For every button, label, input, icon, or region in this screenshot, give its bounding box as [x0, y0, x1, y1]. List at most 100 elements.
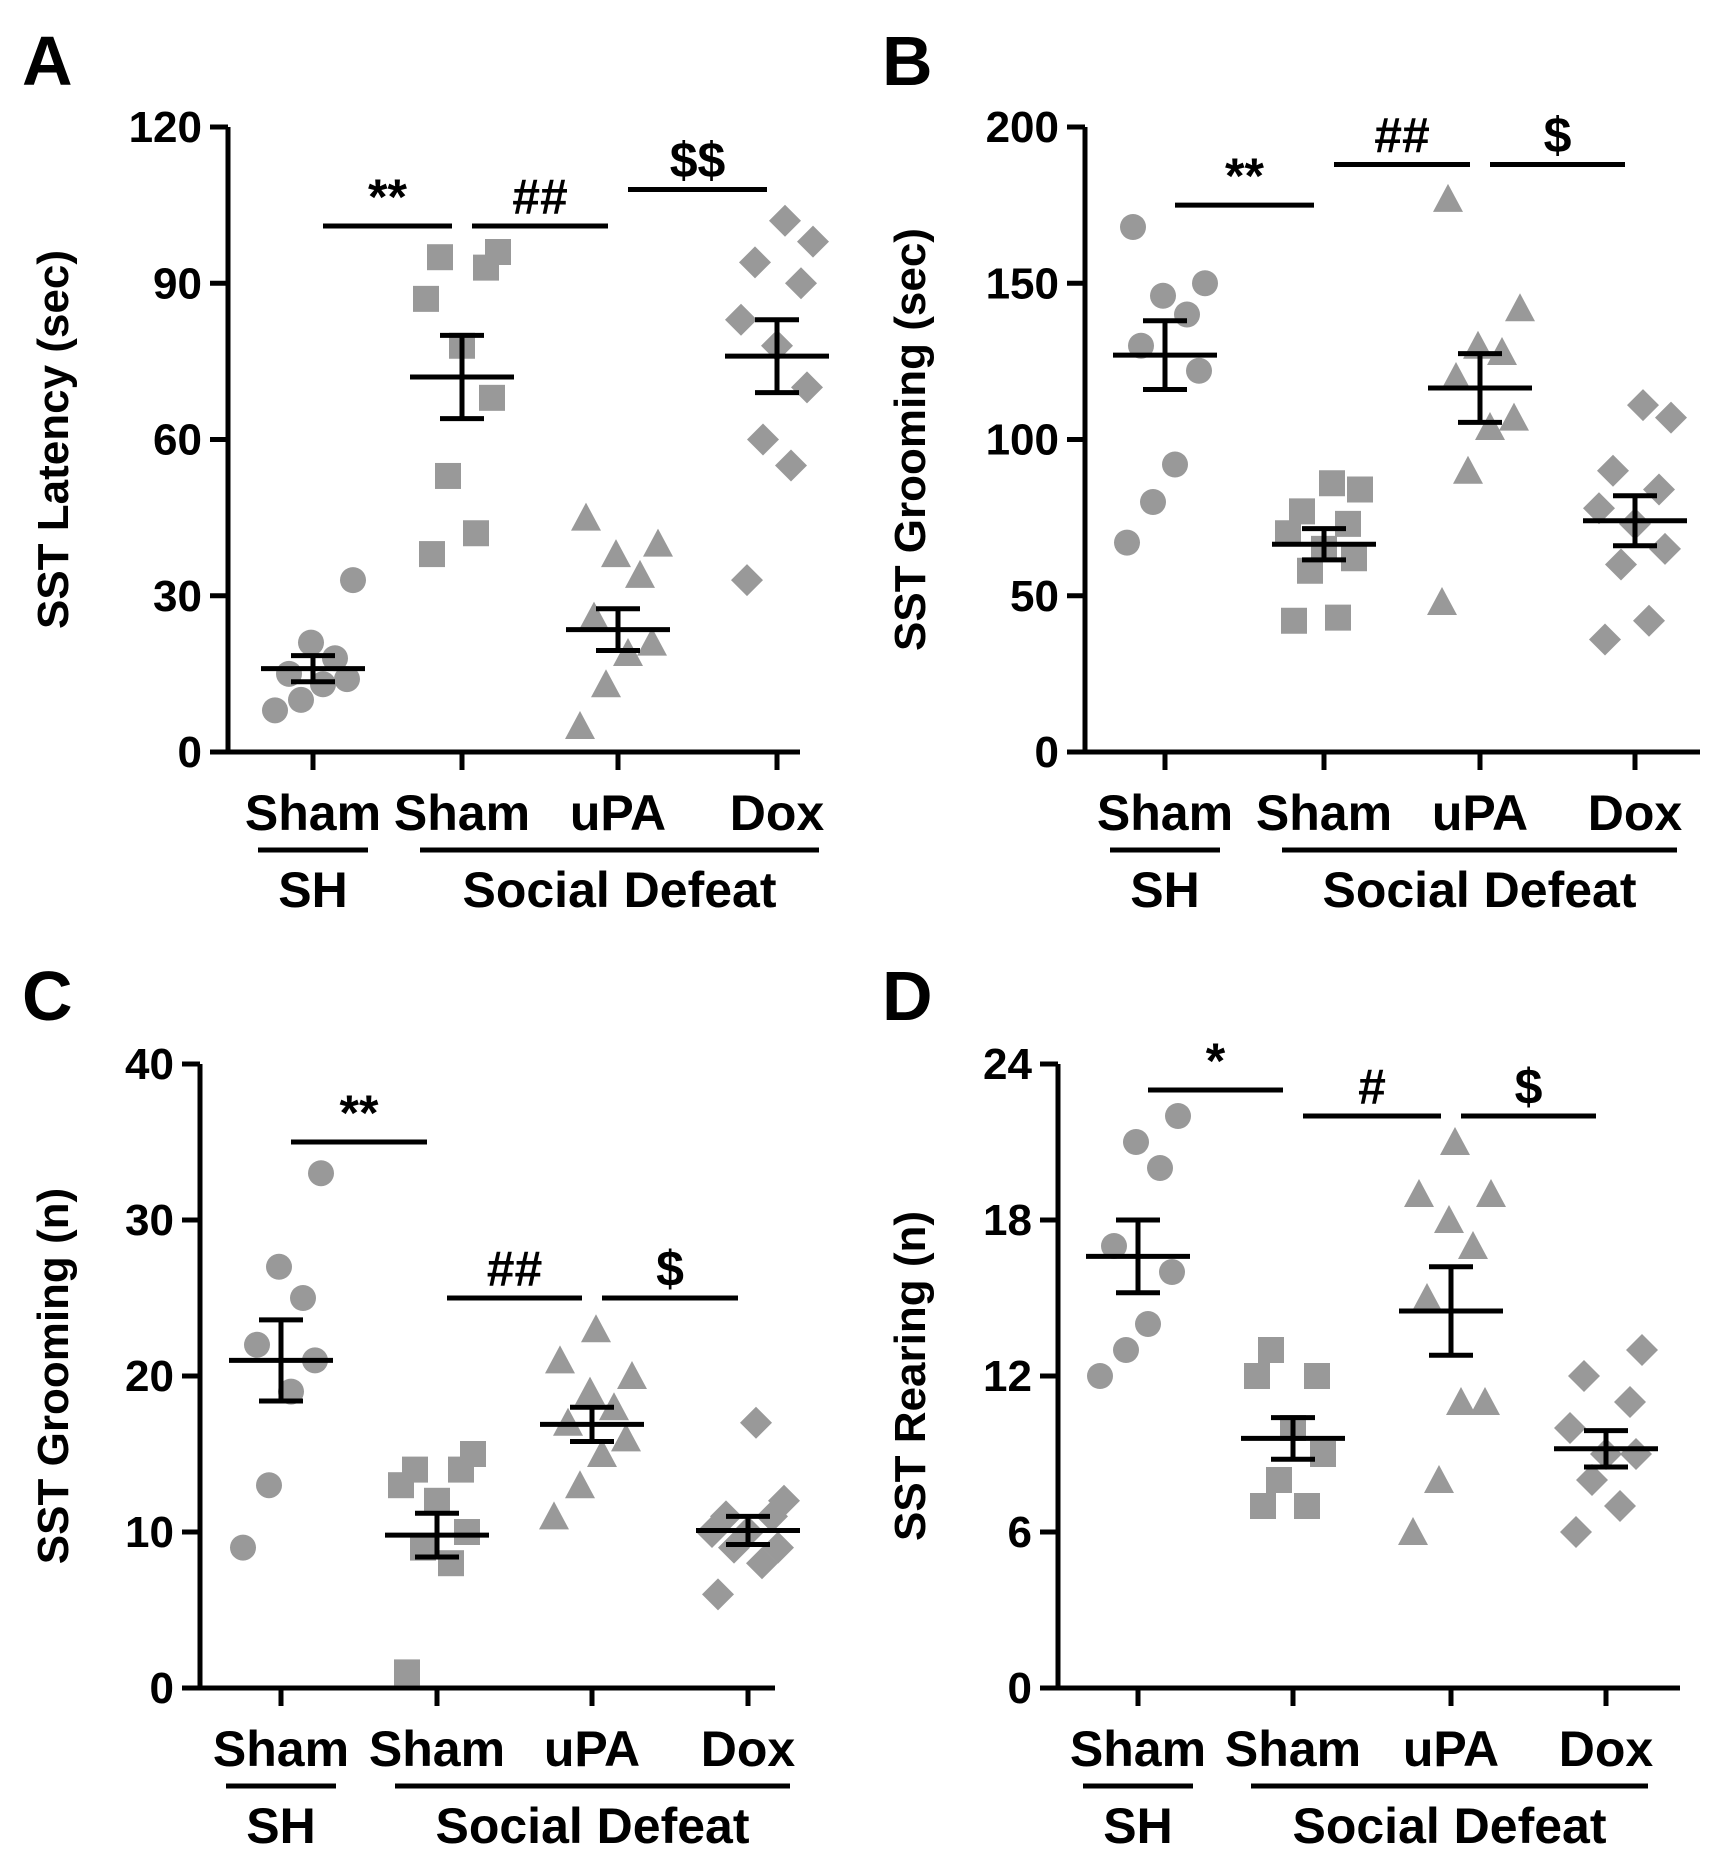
data-point: [1453, 455, 1483, 484]
series-triangle: [565, 502, 673, 739]
category-label: uPA: [544, 1721, 640, 1777]
data-point: [1560, 1516, 1592, 1548]
data-point: [438, 1550, 464, 1577]
data-point: [1441, 362, 1471, 390]
data-point: [1123, 1129, 1149, 1155]
series-circle: [229, 1160, 334, 1561]
data-point: [1589, 623, 1621, 656]
group-label-social-defeat: Social Defeat: [462, 862, 776, 918]
category-label: Sham: [245, 785, 381, 841]
y-tick-label: 18: [983, 1196, 1032, 1245]
group-label-social-defeat: Social Defeat: [1292, 1798, 1606, 1854]
data-point: [1626, 1334, 1658, 1366]
category-label: Sham: [1256, 785, 1392, 841]
series-square: [1241, 1337, 1345, 1519]
data-point: [419, 541, 445, 568]
data-point: [1289, 498, 1315, 525]
data-point: [454, 1519, 480, 1545]
data-point: [1487, 337, 1517, 365]
data-point: [545, 1345, 575, 1374]
data-point: [1655, 401, 1687, 434]
data-point: [1147, 1155, 1173, 1181]
category-label: Dox: [730, 785, 825, 841]
category-label: Sham: [213, 1721, 349, 1777]
panel-letter: C: [22, 957, 73, 1035]
data-point: [288, 686, 314, 713]
data-point: [1087, 1363, 1113, 1389]
data-point: [1627, 389, 1659, 422]
data-point: [579, 601, 609, 630]
data-point: [768, 1484, 800, 1517]
y-tick-label: 20: [125, 1352, 174, 1401]
data-point: [256, 1472, 282, 1499]
category-label: Sham: [394, 785, 530, 841]
data-point: [1554, 1412, 1586, 1444]
data-point: [1440, 1127, 1470, 1155]
data-point: [394, 1659, 420, 1686]
data-point: [1140, 489, 1166, 515]
data-point: [322, 645, 348, 672]
data-point: [1250, 1493, 1276, 1519]
data-point: [244, 1331, 270, 1358]
data-point: [1310, 1441, 1336, 1467]
group-label-sh: SH: [1103, 1798, 1172, 1854]
category-label: Sham: [369, 1721, 505, 1777]
data-point: [402, 1456, 428, 1483]
series-square: [1272, 470, 1376, 634]
data-point: [230, 1534, 256, 1561]
data-point: [785, 267, 817, 300]
data-point: [1470, 1387, 1500, 1415]
y-axis-label: SST Latency (sec): [29, 250, 78, 629]
series-diamond: [725, 204, 829, 597]
group-label-social-defeat: Social Defeat: [1322, 862, 1636, 918]
data-point: [1576, 1464, 1608, 1496]
data-point: [308, 1160, 334, 1187]
series-diamond: [696, 1406, 800, 1611]
significance-label: $$: [670, 133, 726, 189]
data-point: [1568, 1360, 1600, 1392]
significance-label: $: [656, 1241, 684, 1297]
data-point: [1128, 332, 1154, 359]
data-point: [643, 528, 673, 557]
data-point: [340, 567, 366, 594]
significance-label: $: [1515, 1059, 1543, 1115]
data-point: [739, 246, 771, 279]
series-triangle: [539, 1314, 647, 1530]
data-point: [278, 1378, 304, 1405]
category-label: Dox: [1588, 785, 1683, 841]
series-diamond: [1583, 389, 1687, 656]
data-point: [1120, 214, 1146, 240]
data-point: [435, 462, 461, 489]
data-point: [1192, 270, 1218, 297]
category-label: uPA: [1432, 785, 1528, 841]
y-tick-label: 50: [1010, 572, 1059, 621]
data-point: [1174, 301, 1200, 328]
category-label: Sham: [1070, 1721, 1206, 1777]
series-circle: [261, 567, 366, 724]
y-tick-label: 0: [1035, 728, 1059, 777]
data-point: [1114, 529, 1140, 556]
data-point: [797, 225, 829, 258]
data-point: [587, 1439, 617, 1467]
data-point: [1325, 604, 1351, 631]
y-axis-label: SST Grooming (n): [29, 1188, 78, 1564]
group-label-sh: SH: [1130, 862, 1199, 918]
data-point: [1101, 1233, 1127, 1259]
panel-letter: A: [22, 22, 73, 100]
y-tick-label: 10: [125, 1508, 174, 1557]
data-point: [1412, 1283, 1442, 1311]
data-point: [1458, 1231, 1488, 1259]
data-point: [1319, 470, 1345, 497]
group-label-social-defeat: Social Defeat: [435, 1798, 749, 1854]
data-point: [1113, 1337, 1139, 1363]
series-circle: [1113, 214, 1218, 556]
panel-letter: D: [882, 957, 933, 1035]
data-point: [617, 1361, 647, 1389]
data-point: [611, 1423, 641, 1452]
data-point: [1186, 357, 1212, 384]
data-point: [463, 520, 489, 547]
y-tick-label: 120: [129, 103, 202, 152]
data-point: [565, 710, 595, 739]
